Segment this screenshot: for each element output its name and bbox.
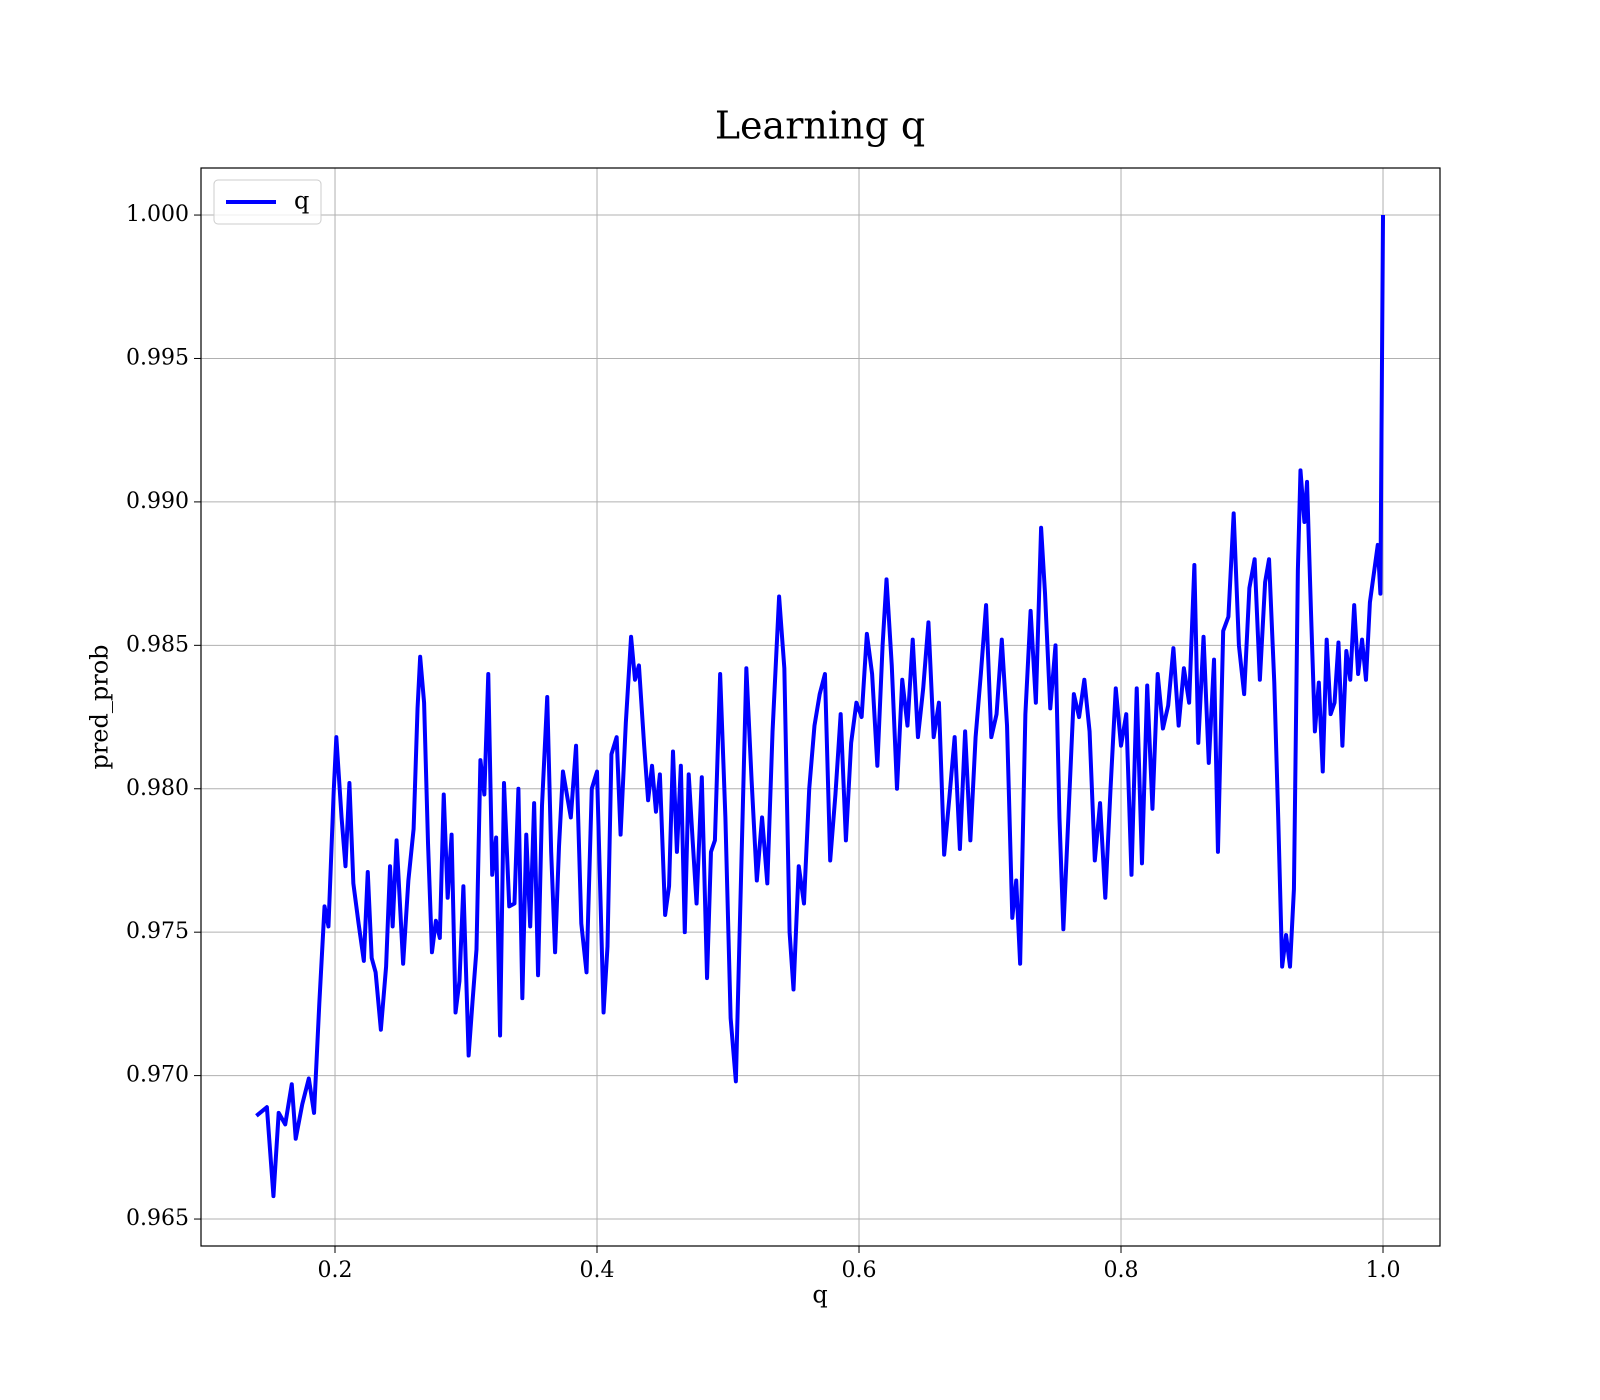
plot-frame xyxy=(200,167,1441,1247)
y-tick-label: 1.000 xyxy=(126,202,189,227)
y-tick-label: 0.970 xyxy=(126,1063,189,1088)
line-series xyxy=(255,215,1386,1199)
x-tick-label: 0.2 xyxy=(318,1258,353,1283)
y-tick-label: 0.990 xyxy=(126,489,189,514)
y-tick-label: 0.975 xyxy=(126,919,189,944)
y-axis-label: pred_prob xyxy=(86,644,114,769)
y-tick-label: 0.995 xyxy=(126,345,189,370)
x-tick-label: 0.8 xyxy=(1104,1258,1139,1283)
legend-label: q xyxy=(294,187,309,215)
y-tick-label: 0.980 xyxy=(126,776,189,801)
y-tick-label: 0.965 xyxy=(126,1206,189,1231)
x-tick-label: 0.6 xyxy=(842,1258,877,1283)
x-tick-label: 1.0 xyxy=(1366,1258,1401,1283)
x-tick-label: 0.4 xyxy=(580,1258,615,1283)
chart-title: Learning q xyxy=(715,104,925,148)
y-tick-label: 0.985 xyxy=(126,632,189,657)
x-axis-label: q xyxy=(812,1281,827,1309)
